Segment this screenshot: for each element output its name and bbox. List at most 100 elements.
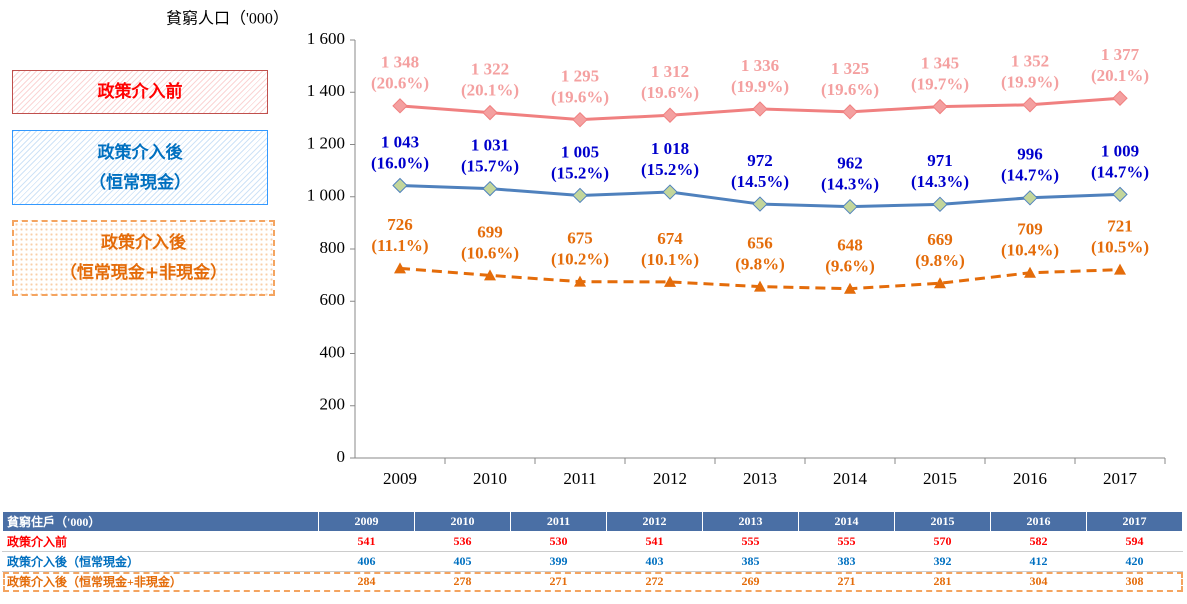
table-cell: 2016 <box>990 511 1087 532</box>
y-axis-title: 貧窮人口（'000） <box>166 10 289 28</box>
rate-label: (10.5%) <box>1091 238 1149 257</box>
rate-label: (19.6%) <box>641 83 699 102</box>
rate-label: (16.0%) <box>371 153 429 172</box>
marker <box>932 98 948 115</box>
table-cell: 2017 <box>1086 511 1183 532</box>
table-cell: 272 <box>606 571 703 592</box>
y-tick-label: 800 <box>320 238 346 257</box>
table-row: 政策介入後（恒常現金） 406 405 399 403 385 383 392 412 420 <box>2 551 1183 572</box>
table-row: 貧窮住戶（'000） 2009 2010 2011 2012 2013 2014 2015 20… <box>2 511 1183 532</box>
rate-label: (9.8%) <box>915 251 965 270</box>
value-label: 1 018 <box>651 139 689 158</box>
y-tick-label: 1 400 <box>307 81 345 100</box>
table-cell: 582 <box>990 531 1087 552</box>
marker <box>752 196 768 212</box>
table-cell: 271 <box>798 571 895 592</box>
marker <box>1112 186 1128 203</box>
legend-entry: 政策介入後 （恒常現金） <box>12 130 268 205</box>
rate-label: (10.2%) <box>551 250 609 269</box>
marker <box>392 98 408 114</box>
rate-label: (14.7%) <box>1091 162 1149 181</box>
table-cell: 2011 <box>510 511 607 532</box>
rate-label: (15.2%) <box>551 163 609 182</box>
table-cell: 304 <box>990 571 1087 592</box>
table-cell: 530 <box>510 531 607 552</box>
rate-label: (20.1%) <box>461 81 519 100</box>
value-label: 1 348 <box>381 53 419 72</box>
table-cell: 269 <box>702 571 799 592</box>
value-label: 1 336 <box>741 56 779 75</box>
chart: 貧窮人口（'000） 0 200 400 600 800 1 000 1 200 1 400 1… <box>166 10 1166 488</box>
rate-label: (9.8%) <box>735 255 785 274</box>
value-label: 648 <box>837 236 863 255</box>
table-cell: 308 <box>1086 571 1183 592</box>
marker <box>574 275 586 287</box>
value-label: 962 <box>837 154 863 173</box>
marker <box>842 104 858 120</box>
y-tick-label: 1 600 <box>307 29 345 48</box>
table-cell: 2014 <box>798 511 895 532</box>
table-cell: 2012 <box>606 511 703 532</box>
value-label: 726 <box>387 215 413 234</box>
marker <box>664 275 676 287</box>
rate-label: (15.7%) <box>461 157 519 176</box>
rate-label: (9.6%) <box>825 257 875 276</box>
value-label: 675 <box>567 229 593 248</box>
value-label: 674 <box>657 229 683 248</box>
table-cell: 541 <box>318 531 415 552</box>
marker <box>1112 90 1128 106</box>
rate-label: (19.9%) <box>731 77 789 96</box>
table-row: 政策介入後（恒常現金+非現金） 284 278 271 272 269 271 281 304 3… <box>2 571 1183 592</box>
table-cell: 570 <box>894 531 991 552</box>
table-cell: 政策介入後（恒常現金） <box>2 551 319 572</box>
marker <box>392 177 408 194</box>
y-tick-label: 0 <box>337 447 346 466</box>
rate-label: (14.5%) <box>731 172 789 191</box>
marker <box>482 104 498 121</box>
legend-entry: 政策介入後 （恒常現金+非現金） <box>12 220 275 296</box>
marker <box>1022 97 1038 113</box>
rate-label: (19.9%) <box>1001 73 1059 92</box>
x-tick-label: 2014 <box>833 469 868 488</box>
y-tick-label: 600 <box>320 290 346 309</box>
marker <box>752 101 768 117</box>
value-label: 1 031 <box>471 136 509 155</box>
value-label: 1 325 <box>831 59 869 78</box>
marker <box>932 196 948 213</box>
rate-label: (19.7%) <box>911 75 969 94</box>
marker <box>934 277 946 289</box>
table-cell: 281 <box>894 571 991 592</box>
value-label: 669 <box>927 230 953 249</box>
value-label: 1 295 <box>561 67 599 86</box>
table-cell: 2009 <box>318 511 415 532</box>
rate-label: (14.7%) <box>1001 166 1059 185</box>
marker <box>842 198 858 215</box>
rate-label: (11.1%) <box>371 236 428 255</box>
y-tick-label: 1 200 <box>307 133 345 152</box>
marker <box>1114 263 1126 275</box>
table-cell: 555 <box>798 531 895 552</box>
marker <box>1022 190 1038 206</box>
x-tick-label: 2010 <box>473 469 507 488</box>
marker <box>844 282 856 294</box>
rate-label: (10.1%) <box>641 250 699 269</box>
table-cell: 405 <box>414 551 511 572</box>
marker <box>394 262 406 274</box>
marker <box>1024 266 1036 278</box>
x-tick-label: 2013 <box>743 469 777 488</box>
rate-label: (10.6%) <box>461 243 519 262</box>
table-cell: 2010 <box>414 511 511 532</box>
value-label: 1 009 <box>1101 141 1139 160</box>
rate-label: (19.6%) <box>821 80 879 99</box>
table-cell: 貧窮住戶（'000） <box>2 511 319 532</box>
value-label: 1 322 <box>471 60 509 79</box>
marker <box>482 180 498 197</box>
marker <box>484 269 496 281</box>
value-label: 1 312 <box>651 62 689 81</box>
y-tick-label: 400 <box>320 342 346 361</box>
value-label: 709 <box>1017 220 1043 239</box>
value-label: 1 377 <box>1101 45 1140 64</box>
rate-label: (14.3%) <box>911 172 969 191</box>
marker <box>662 107 678 123</box>
